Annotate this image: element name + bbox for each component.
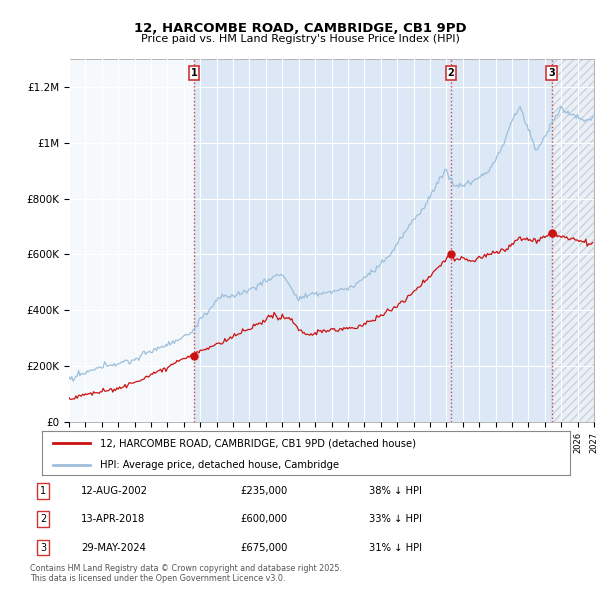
- Text: 38% ↓ HPI: 38% ↓ HPI: [369, 486, 422, 496]
- Text: 13-APR-2018: 13-APR-2018: [81, 514, 145, 524]
- Text: £235,000: £235,000: [240, 486, 287, 496]
- Text: 12, HARCOMBE ROAD, CAMBRIDGE, CB1 9PD (detached house): 12, HARCOMBE ROAD, CAMBRIDGE, CB1 9PD (d…: [100, 438, 416, 448]
- Text: 12-AUG-2002: 12-AUG-2002: [81, 486, 148, 496]
- Text: Price paid vs. HM Land Registry's House Price Index (HPI): Price paid vs. HM Land Registry's House …: [140, 34, 460, 44]
- Text: 29-MAY-2024: 29-MAY-2024: [81, 543, 146, 552]
- Text: 3: 3: [548, 68, 555, 78]
- Text: 2: 2: [40, 514, 46, 524]
- Bar: [551, 59, 594, 422]
- Text: 3: 3: [40, 543, 46, 552]
- Text: 2: 2: [448, 68, 454, 78]
- Text: Contains HM Land Registry data © Crown copyright and database right 2025.
This d: Contains HM Land Registry data © Crown c…: [30, 563, 342, 583]
- Text: 31% ↓ HPI: 31% ↓ HPI: [369, 543, 422, 552]
- Bar: [194, 59, 551, 422]
- Text: 1: 1: [40, 486, 46, 496]
- Text: £675,000: £675,000: [240, 543, 287, 552]
- Text: £600,000: £600,000: [240, 514, 287, 524]
- Text: HPI: Average price, detached house, Cambridge: HPI: Average price, detached house, Camb…: [100, 460, 339, 470]
- Text: 33% ↓ HPI: 33% ↓ HPI: [369, 514, 422, 524]
- Text: 12, HARCOMBE ROAD, CAMBRIDGE, CB1 9PD: 12, HARCOMBE ROAD, CAMBRIDGE, CB1 9PD: [134, 22, 466, 35]
- Text: 1: 1: [191, 68, 197, 78]
